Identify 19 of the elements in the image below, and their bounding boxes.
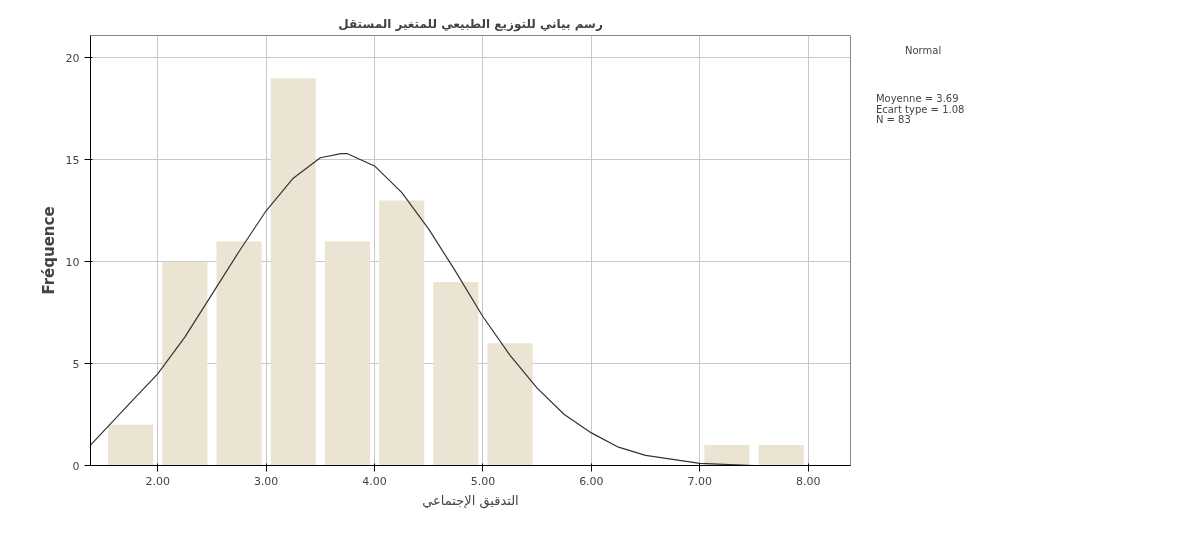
text: Moyenne = 3.69	[875, 93, 959, 105]
text: Normal	[905, 45, 942, 56]
x-tick-label: 5.00	[470, 474, 496, 488]
x-tick-label: 4.00	[362, 474, 387, 488]
y-tick-label: 10	[65, 255, 80, 269]
x-tick-label: 7.00	[687, 474, 713, 488]
chart-title: رسم بياني للتوزيع الطبيعي للمتغير المستقل	[338, 16, 603, 32]
text: N = 83	[875, 113, 911, 125]
x-tick-label: 3.00	[253, 474, 279, 488]
y-axis-title: Fréquence	[39, 206, 58, 295]
y-tick-label: 5	[72, 357, 80, 371]
x-tick-label: 8.00	[795, 474, 821, 488]
y-tick-label: 15	[65, 153, 80, 167]
x-axis-title: التدقيق الإجتماعي	[422, 492, 519, 509]
text: Ecart type = 1.08	[875, 103, 965, 115]
x-tick-label: 6.00	[579, 474, 604, 488]
x-tick-label: 2.00	[145, 474, 170, 488]
y-tick-label: 20	[65, 51, 80, 65]
y-tick-label: 0	[72, 459, 80, 473]
